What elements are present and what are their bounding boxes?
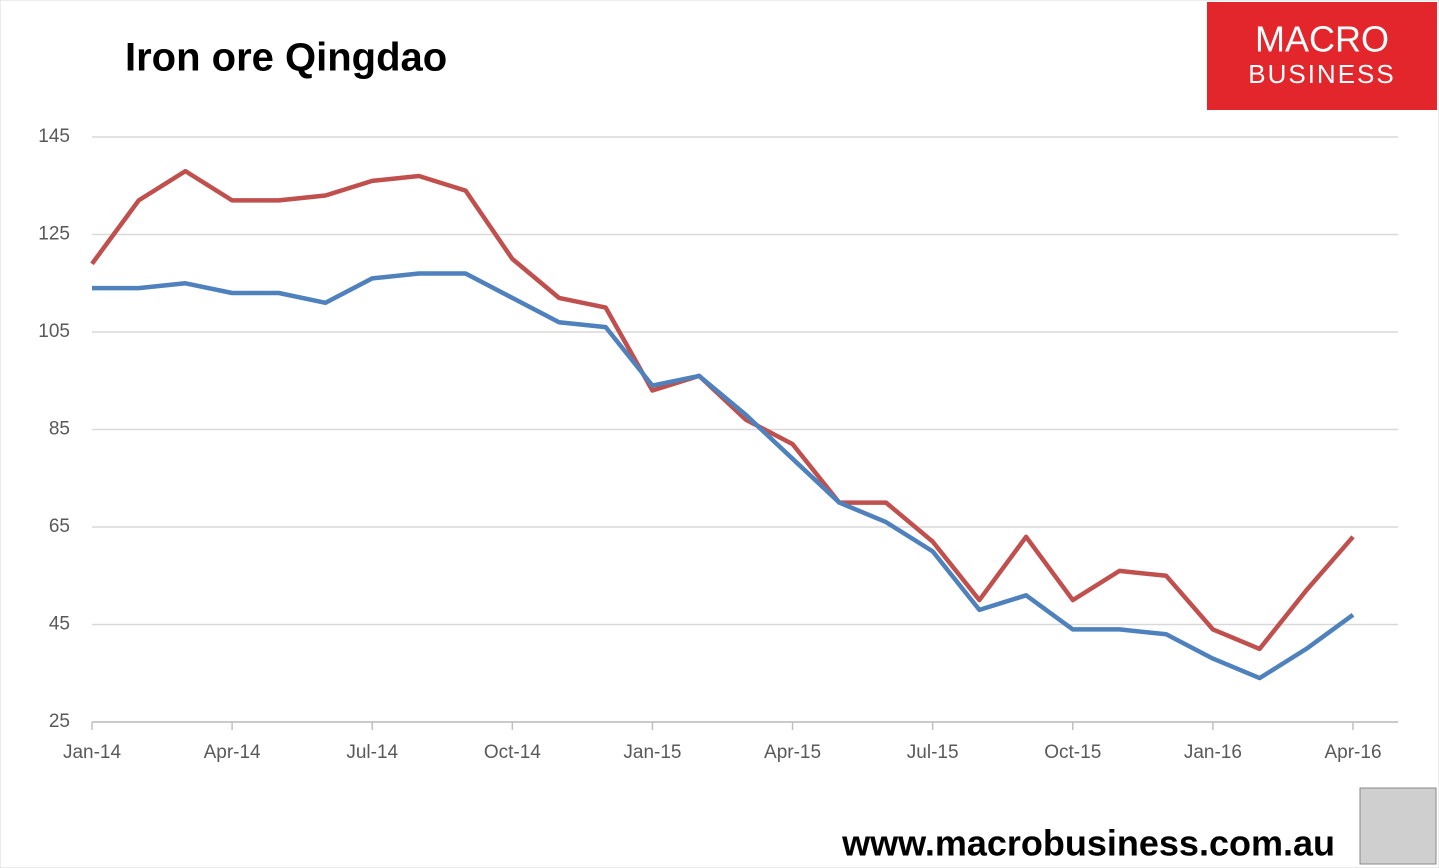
x-tick-label: Jul-15	[907, 742, 959, 763]
x-tick-label: Apr-14	[204, 742, 261, 763]
chart-title: Iron ore Qingdao	[125, 36, 447, 80]
y-tick-label: 105	[38, 321, 70, 342]
logo-text: BUSINESS	[1248, 59, 1396, 89]
x-tick-label: Jul-14	[346, 742, 398, 763]
y-tick-label: 25	[49, 711, 70, 732]
plot-area: 25 45 65 85 105 125 145 Jan-14 Apr-14 Jul-14 Oct-1…	[38, 126, 1398, 763]
x-tick-label: Jan-15	[623, 742, 681, 763]
y-tick-label: 125	[38, 224, 70, 245]
x-tick-label: Apr-16	[1324, 742, 1381, 763]
y-tick-label: 65	[49, 516, 70, 537]
x-tick-label: Jan-16	[1184, 742, 1242, 763]
x-tick-label: Oct-14	[484, 742, 541, 763]
data-line	[92, 271, 1355, 681]
footer-url: www.macrobusiness.com.au	[841, 823, 1335, 864]
y-tick-label: 85	[49, 419, 70, 440]
logo-text: MACRO	[1255, 19, 1389, 60]
logo-box	[1207, 2, 1437, 110]
x-tick-label: Oct-15	[1044, 742, 1101, 763]
y-tick-label: 145	[38, 126, 70, 147]
x-tick-label: Jan-14	[63, 742, 122, 763]
x-tick-label: Apr-15	[764, 742, 821, 763]
y-tick-label: 45	[49, 614, 70, 635]
fox-icon	[1359, 787, 1437, 865]
